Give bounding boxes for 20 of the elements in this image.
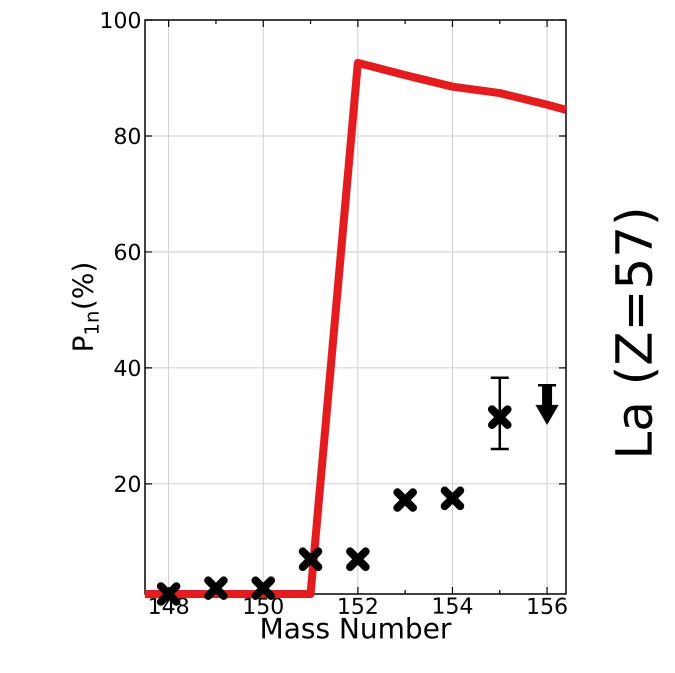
y-tick-label: 40: [114, 360, 140, 376]
x-axis-title: Mass Number: [262, 617, 452, 639]
y-tick-label: 100: [102, 12, 140, 28]
x-tick-label: 154: [434, 598, 472, 614]
x-tick-label: 152: [339, 598, 377, 614]
point: [346, 547, 370, 571]
point: [298, 547, 322, 571]
text: La (Z=57): [614, 210, 658, 455]
x-tick-label: 156: [528, 598, 567, 614]
point: [536, 404, 559, 425]
y-tick-label: 60: [115, 244, 140, 260]
point: [488, 405, 512, 429]
point: [393, 488, 417, 512]
y-tick-label: 20: [115, 476, 140, 492]
point: [440, 486, 464, 510]
y-axis-title: P$_{1n}$(%): [72, 264, 99, 350]
x-tick-label: 150: [244, 598, 283, 614]
y-tick-label: 80: [114, 128, 140, 144]
point: [251, 576, 276, 600]
point: [204, 576, 228, 600]
